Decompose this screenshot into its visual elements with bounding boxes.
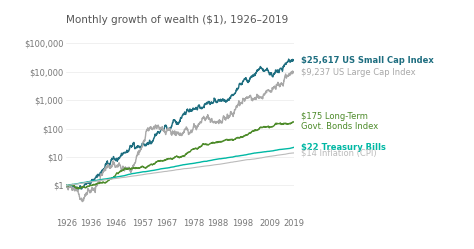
Text: $14 Inflation (CPI): $14 Inflation (CPI) <box>301 148 376 157</box>
Text: $25,617 US Small Cap Index: $25,617 US Small Cap Index <box>301 56 434 65</box>
Text: $175 Long-Term
Govt. Bonds Index: $175 Long-Term Govt. Bonds Index <box>301 112 378 131</box>
Text: $22 Treasury Bills: $22 Treasury Bills <box>301 143 386 152</box>
Text: $9,237 US Large Cap Index: $9,237 US Large Cap Index <box>301 68 415 77</box>
Text: Monthly growth of wealth ($1), 1926–2019: Monthly growth of wealth ($1), 1926–2019 <box>66 15 289 25</box>
